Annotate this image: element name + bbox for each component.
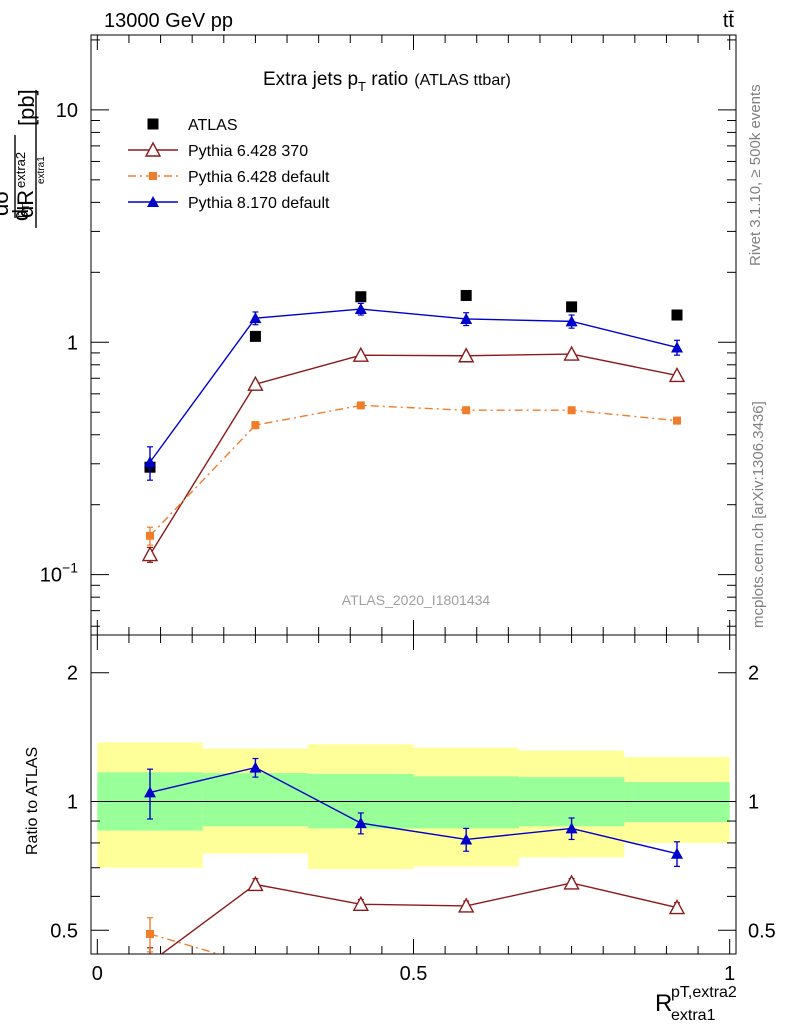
chart-title-main: Extra jets p xyxy=(263,69,358,90)
legend-marker-atlas xyxy=(147,118,159,130)
ratio-point-pythia-8-170-default-1 xyxy=(249,761,262,773)
ratio-y-tick-label-left-0: 0.5 xyxy=(50,920,78,942)
legend-label-pythia-8-170-default: Pythia 8.170 default xyxy=(188,195,330,212)
ratio-point-pythia-6-428-370-4 xyxy=(563,874,580,890)
ratio-series xyxy=(143,757,686,1011)
point-pythia-6-428-default-4 xyxy=(567,406,576,415)
point-pythia-6-428-370-4 xyxy=(563,345,580,361)
point-pythia-6-428-default-1 xyxy=(251,421,260,430)
y-tick-label-0: 10−1 xyxy=(40,560,78,587)
series-line-pythia-8-170-default xyxy=(149,308,678,463)
x-tick-label-1: 0.5 xyxy=(400,963,428,985)
ratio-y-axis-label: Ratio to ATLAS xyxy=(24,747,41,855)
point-pythia-6-428-default-2 xyxy=(356,401,365,410)
legend-label-pythia-6-428-default: Pythia 6.428 default xyxy=(188,169,330,186)
point-pythia-8-170-default-5 xyxy=(671,341,684,353)
ratio-y-tick-label-right-2: 2 xyxy=(748,663,759,685)
chart-title-sub: T xyxy=(358,79,366,94)
ratio-y-tick-label-right-0: 0.5 xyxy=(748,920,776,942)
y-label-sigma: dσ xyxy=(0,190,13,216)
ratio-y-tick-label-left-1: 1 xyxy=(67,791,78,813)
x-tick-label-2: 1 xyxy=(724,963,735,985)
y-label-unit: [pb] xyxy=(14,89,39,126)
main-series xyxy=(141,289,686,563)
chart-title: Extra jets pT ratio (ATLAS ttbar) xyxy=(263,69,511,94)
point-pythia-8-170-default-1 xyxy=(249,312,262,324)
y-axis-label: d dσ fid dR p T extra2 extra1 [pb] xyxy=(0,89,47,228)
legend-marker-pythia-6-428-default xyxy=(149,172,157,180)
ratio-line-pythia-6-428-370 xyxy=(160,882,678,954)
point-pythia-6-428-370-1 xyxy=(247,375,264,391)
y-tick-label-2: 10 xyxy=(56,100,78,122)
ratio-point-pythia-6-428-default-3 xyxy=(462,1003,470,1011)
point-pythia-6-428-370-0 xyxy=(141,546,159,562)
analysis-watermark: ATLAS_2020_I1801434 xyxy=(342,592,491,608)
legend-marker-pythia-8-170-default xyxy=(147,196,159,207)
point-pythia-6-428-default-5 xyxy=(673,416,682,425)
y-label-dR: dR xyxy=(13,190,38,218)
chart-title-rest: ratio xyxy=(366,69,408,90)
tick-labels: 0 0.5 1 10−1 1 10 0.5 0.5 1 1 2 2 xyxy=(40,100,776,985)
ratio-y-tick-label-left-2: 2 xyxy=(67,663,78,685)
legend: ATLAS Pythia 6.428 370 Pythia 6.428 defaul… xyxy=(128,117,330,212)
point-pythia-6-428-370-2 xyxy=(352,346,369,362)
legend-label-atlas: ATLAS xyxy=(188,117,238,134)
point-atlas-2 xyxy=(355,291,367,303)
x-tick-label-0: 0 xyxy=(92,963,103,985)
ratio-point-pythia-6-428-default-4 xyxy=(568,990,576,998)
x-label-main: R xyxy=(655,990,672,1017)
legend-marker-pythia-6-428-370 xyxy=(144,141,162,157)
axis-ticks xyxy=(91,35,736,954)
series-line-pythia-6-428-370 xyxy=(149,353,678,555)
y-label-extra2: extra2 xyxy=(13,152,28,188)
chart-title-small: (ATLAS ttbar) xyxy=(414,72,511,89)
ratio-point-pythia-6-428-default-0 xyxy=(145,930,154,939)
point-pythia-8-170-default-3 xyxy=(460,312,473,324)
ratio-point-pythia-6-428-370-3 xyxy=(458,897,475,913)
ratio-point-pythia-6-428-370-0 xyxy=(143,956,157,969)
series-line-pythia-6-428-default xyxy=(149,404,678,537)
ratio-line-pythia-8-170-default xyxy=(149,766,678,855)
band-inner-bin-3 xyxy=(413,776,519,829)
header-beam-label: 13000 GeV pp xyxy=(104,10,233,32)
point-pythia-8-170-default-2 xyxy=(354,303,367,315)
x-axis-label: R pT,extra2 extra1 xyxy=(655,984,737,1024)
ratio-y-tick-label-right-1: 1 xyxy=(748,791,759,813)
y-tick-label-1: 1 xyxy=(67,332,78,354)
header-process-label: tt̄ xyxy=(723,10,735,32)
ratio-point-pythia-6-428-370-1 xyxy=(247,875,264,892)
ratio-point-pythia-6-428-370-5 xyxy=(668,899,686,915)
y-label-pt: p xyxy=(13,211,28,218)
mcplots-label: mcplots.cern.ch [arXiv:1306.3436] xyxy=(750,401,767,628)
band-inner-bin-1 xyxy=(202,773,309,827)
rivet-version-label: Rivet 3.1.10, ≥ 500k events xyxy=(747,84,764,266)
point-pythia-6-428-370-5 xyxy=(668,366,686,383)
ratio-point-pythia-8-170-default-5 xyxy=(671,847,684,859)
point-pythia-6-428-370-3 xyxy=(458,347,475,363)
ratio-point-pythia-8-170-default-2 xyxy=(354,817,367,829)
band-inner-bin-5 xyxy=(624,782,730,823)
y-label-T: T xyxy=(21,204,32,210)
point-atlas-3 xyxy=(460,289,472,301)
point-atlas-4 xyxy=(566,301,578,313)
uncertainty-bands xyxy=(97,742,730,870)
point-pythia-8-170-default-0 xyxy=(143,456,156,468)
point-pythia-6-428-default-0 xyxy=(145,531,154,540)
y-label-extra1: extra1 xyxy=(36,156,47,184)
ratio-point-pythia-8-170-default-4 xyxy=(565,822,578,834)
x-label-sup: pT,extra2 xyxy=(671,984,737,1001)
y-label-d1: d xyxy=(8,209,33,221)
ratio-point-pythia-8-170-default-3 xyxy=(460,833,473,845)
point-atlas-1 xyxy=(249,330,261,342)
x-label-sub: extra1 xyxy=(671,1007,716,1024)
point-pythia-8-170-default-4 xyxy=(565,315,578,327)
point-pythia-6-428-default-3 xyxy=(462,406,471,415)
ratio-point-pythia-6-428-default-2 xyxy=(357,995,365,1003)
ratio-point-pythia-8-170-default-0 xyxy=(143,786,156,798)
legend-label-pythia-6-428-370: Pythia 6.428 370 xyxy=(188,143,308,160)
ratio-point-pythia-6-428-default-1 xyxy=(251,961,259,969)
ratio-point-pythia-6-428-370-2 xyxy=(352,895,369,911)
point-atlas-5 xyxy=(671,309,683,321)
